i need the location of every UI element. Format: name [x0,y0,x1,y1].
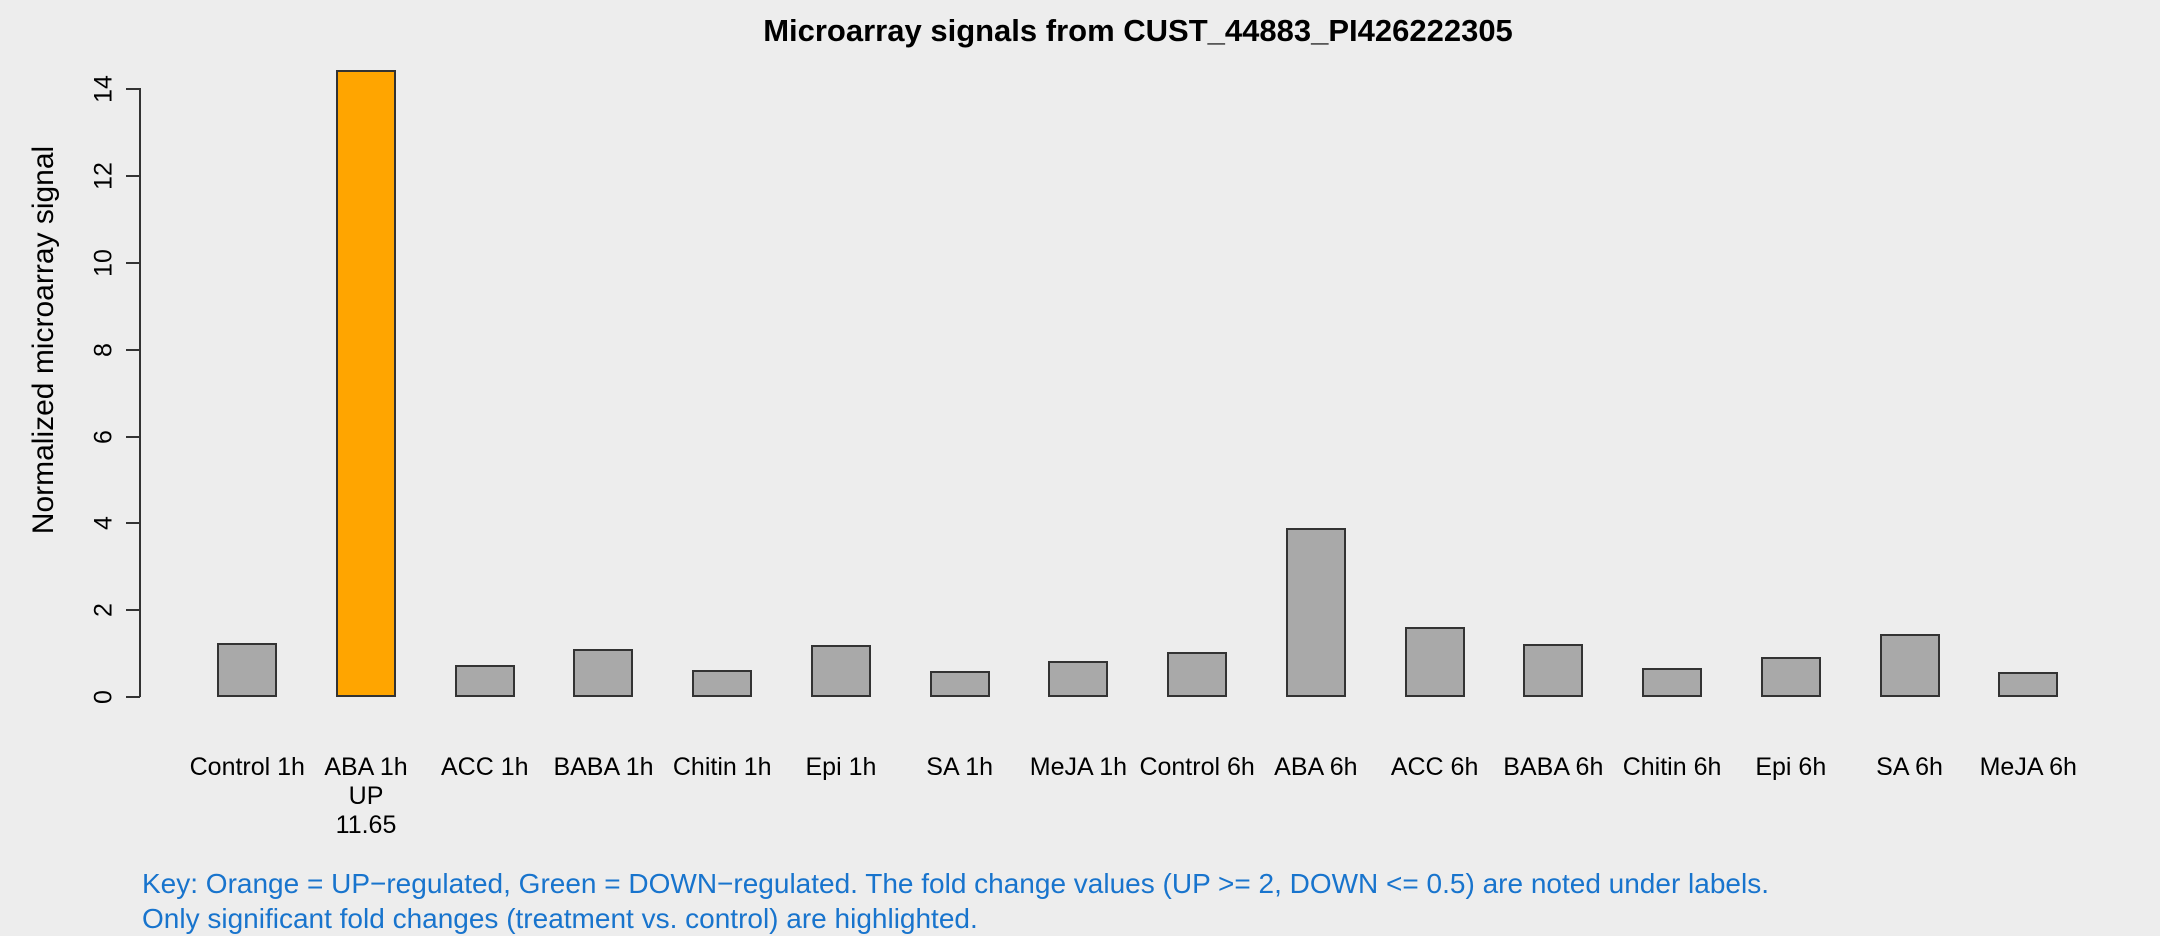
x-category-label: ABA 6h [1274,753,1358,781]
x-category-label: BABA 6h [1503,753,1604,781]
y-tick [126,262,140,264]
y-tick-label: 14 [89,75,118,104]
y-axis-title: Normalized microarray signal [27,145,60,535]
x-category-label: Epi 1h [805,753,877,781]
y-tick [126,696,140,698]
x-category-label: ACC 6h [1390,753,1479,781]
bar-sa-1h [929,671,990,697]
y-tick-label: 2 [89,603,118,618]
chart-title: Microarray signals from CUST_44883_PI426… [763,13,1513,48]
bar-sa-6h [1879,634,1940,697]
x-category-label: Control 6h [1139,753,1255,781]
bar-acc-1h [454,665,515,697]
y-tick-label: 0 [89,690,118,704]
x-category-label: SA 1h [926,753,994,781]
y-tick [126,609,140,612]
bar-chitin-6h [1642,668,1703,697]
y-axis-line [139,88,141,697]
bar-epi-1h [810,645,871,697]
y-tick-label: 4 [89,516,118,531]
x-category-label: SA 6h [1876,753,1943,781]
bar-control-6h [1167,652,1228,697]
x-category-label: Control 1h [189,753,305,781]
bar-meja-1h [1048,661,1109,697]
y-tick [126,348,140,351]
x-category-label: BABA 1h [553,753,654,781]
y-tick-label: 12 [89,162,118,191]
bar-aba-1h [336,70,397,697]
key-line-1: Key: Orange = UP−regulated, Green = DOWN… [142,868,1769,899]
y-tick [126,522,140,525]
bar-acc-6h [1404,627,1465,697]
bar-epi-6h [1760,657,1821,697]
x-category-label: ACC 1h [440,753,529,781]
x-category-label: ABA 1h UP 11.65 [324,753,408,839]
y-tick-label: 10 [89,249,118,277]
x-category-label: MeJA 6h [1979,753,2077,781]
y-tick [126,88,140,91]
key-block: Key: Orange = UP−regulated, Green = DOWN… [142,866,1769,936]
bar-baba-1h [573,649,634,697]
y-tick [126,175,140,178]
y-tick-label: 6 [89,429,118,444]
x-category-label: MeJA 1h [1029,753,1128,781]
bar-chitin-1h [692,670,753,697]
bar-meja-6h [1998,672,2059,697]
bar-baba-6h [1523,644,1584,697]
y-tick [126,435,140,438]
x-category-label: Chitin 6h [1622,753,1722,781]
key-line-2: Only significant fold changes (treatment… [142,903,978,934]
y-tick-label: 8 [89,342,118,357]
bar-aba-6h [1285,528,1346,697]
x-category-label: Chitin 1h [672,753,772,781]
x-category-label: Epi 6h [1755,753,1827,781]
bar-control-1h [217,643,278,697]
